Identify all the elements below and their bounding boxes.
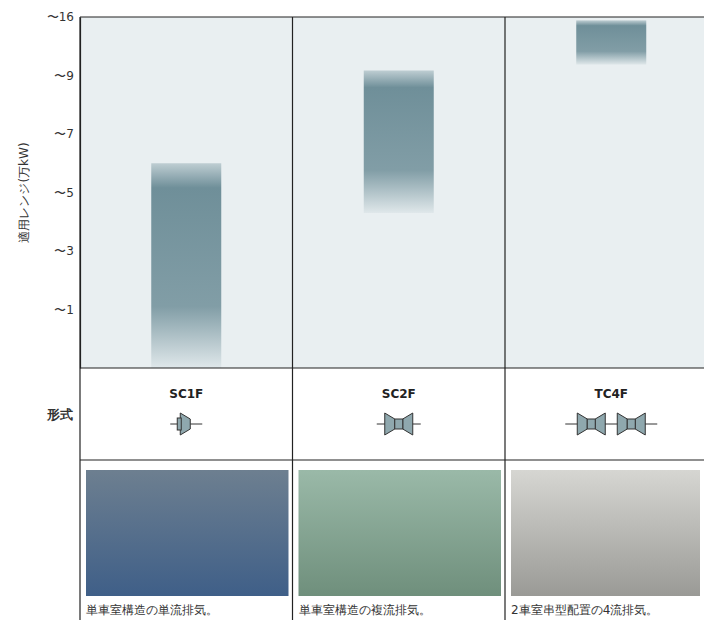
icon-shape — [577, 413, 587, 435]
x-axis: SC1F SC2F TC4F — [169, 387, 628, 401]
icons — [170, 413, 657, 435]
frame-line — [79, 17, 80, 620]
icon-shape — [403, 413, 413, 435]
y-tick: 〜3 — [54, 244, 80, 258]
frame-line — [504, 17, 505, 620]
y-tick-label: 〜3 — [54, 244, 74, 258]
y-tick: 〜5 — [54, 186, 80, 200]
range-bar — [364, 70, 434, 212]
y-tick: 〜9 — [54, 69, 80, 83]
caption: 単車室構造の単流排気。 — [86, 603, 218, 617]
photo — [299, 470, 502, 596]
y-tick-label: 〜7 — [54, 127, 74, 141]
y-axis: 〜1 〜3 〜5 〜7 〜9 〜16 — [47, 10, 81, 368]
y-tick: 〜7 — [54, 127, 80, 141]
y-tick-label: 〜5 — [54, 186, 74, 200]
icon-shape — [177, 418, 181, 430]
y-tick-label: 〜1 — [54, 303, 74, 317]
icon-shape — [587, 419, 595, 429]
photos — [86, 470, 700, 596]
photo — [86, 470, 289, 596]
y-tick: 〜1 — [54, 303, 80, 317]
icon-shape — [617, 413, 627, 435]
icon-shape — [595, 413, 605, 435]
category-label: SC1F — [169, 387, 203, 401]
frame — [80, 17, 704, 620]
y-tick-label: 〜9 — [54, 69, 74, 83]
turbine-icon — [170, 413, 202, 435]
x-axis-title: 形式 — [46, 407, 73, 422]
frame-line — [80, 459, 704, 460]
caption: 単車室構造の複流排気。 — [299, 603, 431, 617]
range-bar — [151, 163, 221, 368]
range-bar — [576, 20, 646, 64]
turbine-icon — [377, 413, 421, 435]
icon-shape — [635, 413, 645, 435]
y-tick: 〜16 — [47, 10, 80, 24]
photo — [511, 470, 700, 596]
icon-shape — [395, 419, 403, 429]
category-label: SC2F — [382, 387, 416, 401]
plot-background — [80, 17, 704, 368]
captions: 単車室構造の単流排気。 単車室構造の複流排気。 2車室串型配置の4流排気。 — [86, 603, 658, 617]
bars — [151, 20, 646, 368]
turbine-icon — [565, 413, 657, 435]
chart: 〜1 〜3 〜5 〜7 〜9 〜16 適用レンジ(万kW) 形式 SC1F SC2F TC4F 単車室… — [0, 0, 708, 626]
frame-line — [292, 17, 293, 620]
icon-shape — [627, 419, 635, 429]
frame-line — [80, 16, 704, 17]
y-tick-label: 〜16 — [47, 10, 74, 24]
frame-line — [80, 367, 704, 368]
icon-shape — [385, 413, 395, 435]
category-label: TC4F — [594, 387, 628, 401]
caption: 2車室串型配置の4流排気。 — [511, 603, 658, 617]
y-axis-title: 適用レンジ(万kW) — [17, 142, 31, 242]
